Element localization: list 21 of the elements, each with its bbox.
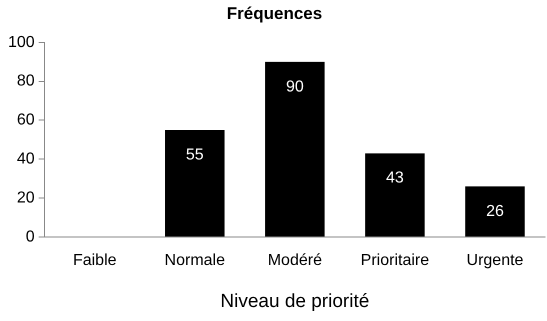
x-tick-label: Modéré: [268, 252, 322, 270]
data-label: 55: [186, 146, 204, 164]
x-tick-label: Normale: [164, 252, 226, 270]
bar: [265, 62, 325, 236]
y-tick-label: 100: [8, 34, 35, 51]
y-tick-label: 0: [26, 228, 35, 246]
bar: [165, 130, 225, 236]
x-axis-title: Niveau de priorité: [220, 290, 370, 312]
bar: [465, 186, 525, 236]
bar: [365, 153, 425, 236]
x-tick-label: Urgente: [466, 252, 524, 270]
data-label: 90: [286, 78, 304, 96]
y-tick-label: 80: [16, 72, 35, 90]
y-tick-label: 40: [16, 150, 35, 168]
x-tick-label: Faible: [72, 252, 117, 270]
data-label: 43: [386, 170, 404, 187]
data-label: 26: [486, 202, 504, 220]
y-tick-label: 60: [16, 112, 35, 129]
chart-title: Fréquences: [226, 4, 322, 23]
x-tick-label: Prioritaire: [360, 252, 430, 270]
y-tick-label: 20: [16, 189, 35, 206]
